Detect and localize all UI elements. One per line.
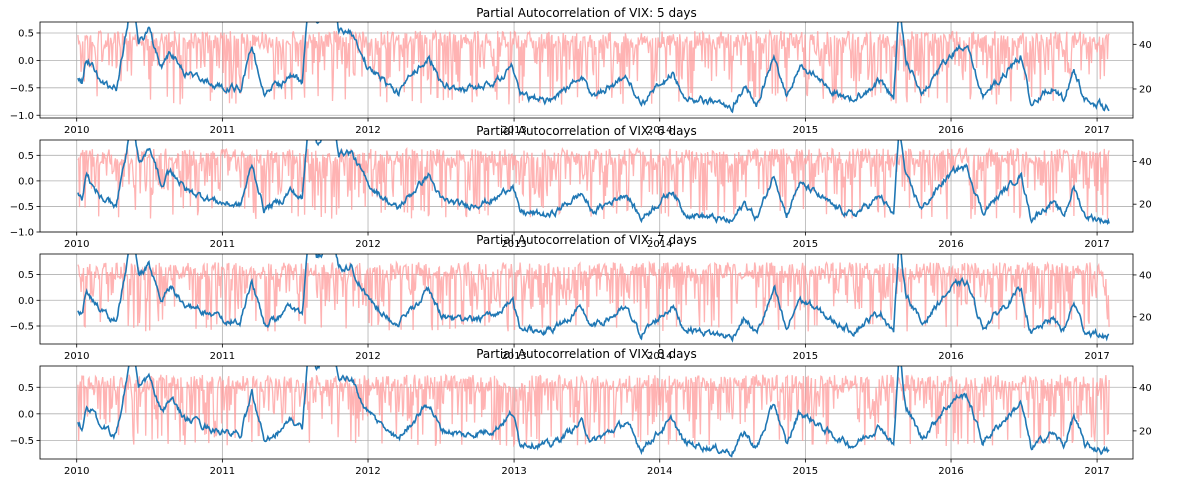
left-tick-label: −0.5 bbox=[10, 436, 34, 447]
left-tick-label: 0.5 bbox=[18, 383, 34, 394]
x-tick-label: 2010 bbox=[64, 466, 89, 477]
series-pacf-line bbox=[77, 146, 1110, 220]
series-vix-line bbox=[77, 140, 1110, 226]
x-tick-label: 2013 bbox=[501, 239, 526, 250]
x-tick-label: 2017 bbox=[1084, 466, 1109, 477]
x-tick-label: 2016 bbox=[938, 351, 963, 362]
chart-panel-1: 0.5 0.0 −0.5 −1.0 40 20 2010 2011 2012 2013 2014 20… bbox=[10, 21, 1152, 136]
left-tick-label: −0.5 bbox=[10, 322, 34, 333]
x-tick-label: 2015 bbox=[793, 351, 818, 362]
right-tick-label: 20 bbox=[1139, 312, 1152, 323]
left-tick-label: 0.0 bbox=[18, 176, 34, 187]
x-tick-label: 2012 bbox=[355, 239, 380, 250]
x-tick-label: 2013 bbox=[501, 125, 526, 136]
x-tick-label: 2014 bbox=[647, 239, 672, 250]
left-tick-label: −1.0 bbox=[10, 111, 34, 122]
x-tick-label: 2012 bbox=[355, 351, 380, 362]
x-tick-label: 2011 bbox=[210, 466, 235, 477]
series-vix-line bbox=[77, 254, 1110, 343]
x-tick-label: 2010 bbox=[64, 125, 89, 136]
right-tick-label: 40 bbox=[1139, 157, 1152, 168]
right-tick-label: 20 bbox=[1139, 426, 1152, 437]
left-tick-label: −1.0 bbox=[10, 228, 34, 239]
x-tick-label: 2013 bbox=[501, 466, 526, 477]
chart-title: Partial Autocorrelation of VIX: 8 days bbox=[476, 347, 697, 361]
right-tick-label: 20 bbox=[1139, 84, 1152, 95]
right-tick-label: 40 bbox=[1139, 270, 1152, 281]
left-tick-label: 0.5 bbox=[18, 151, 34, 162]
x-tick-label: 2012 bbox=[355, 125, 380, 136]
x-tick-label: 2015 bbox=[793, 125, 818, 136]
axes-frame bbox=[39, 21, 1134, 119]
axes-frame bbox=[39, 139, 1134, 233]
left-tick-label: 0.5 bbox=[18, 28, 34, 39]
chart-title: Partial Autocorrelation of VIX: 5 days bbox=[476, 6, 697, 20]
x-tick-label: 2015 bbox=[793, 466, 818, 477]
right-tick-label: 40 bbox=[1139, 40, 1152, 51]
left-tick-label: 0.0 bbox=[18, 296, 34, 307]
series-pacf-line bbox=[77, 260, 1110, 332]
x-tick-label: 2015 bbox=[793, 239, 818, 250]
left-tick-label: 0.0 bbox=[18, 409, 34, 420]
series-pacf-line bbox=[77, 373, 1110, 448]
x-tick-label: 2017 bbox=[1084, 125, 1109, 136]
x-tick-label: 2010 bbox=[64, 239, 89, 250]
x-tick-label: 2016 bbox=[938, 466, 963, 477]
chart-panel-3: 0.5 0.0 −0.5 40 20 2010 2011 2012 2013 2014 2015 20… bbox=[10, 253, 1152, 362]
x-tick-label: 2012 bbox=[355, 466, 380, 477]
x-tick-label: 2016 bbox=[938, 239, 963, 250]
left-tick-label: 0.5 bbox=[18, 270, 34, 281]
right-tick-label: 20 bbox=[1139, 200, 1152, 211]
x-tick-label: 2011 bbox=[210, 125, 235, 136]
x-tick-label: 2014 bbox=[647, 466, 672, 477]
x-tick-label: 2010 bbox=[64, 351, 89, 362]
series-vix-line bbox=[77, 22, 1110, 114]
chart-title: Partial Autocorrelation of VIX: 6 days bbox=[476, 124, 697, 138]
x-tick-label: 2017 bbox=[1084, 239, 1109, 250]
x-tick-label: 2016 bbox=[938, 125, 963, 136]
left-tick-label: −0.5 bbox=[10, 202, 34, 213]
axes-frame bbox=[39, 365, 1134, 460]
axes-frame bbox=[39, 253, 1134, 345]
chart-panel-4: 0.5 0.0 −0.5 40 20 2010 2011 2012 2013 2014 2015 20… bbox=[10, 365, 1152, 477]
x-tick-label: 2011 bbox=[210, 351, 235, 362]
x-tick-label: 2011 bbox=[210, 239, 235, 250]
right-tick-label: 40 bbox=[1139, 383, 1152, 394]
series-vix-line bbox=[77, 366, 1110, 458]
left-tick-label: −0.5 bbox=[10, 83, 34, 94]
x-tick-label: 2014 bbox=[647, 125, 672, 136]
chart-title: Partial Autocorrelation of VIX: 7 days bbox=[476, 233, 697, 247]
x-tick-label: 2017 bbox=[1084, 351, 1109, 362]
x-tick-label: 2014 bbox=[647, 351, 672, 362]
chart-panel-2: 0.5 0.0 −0.5 −1.0 40 20 2010 2011 2012 2013 2014 20… bbox=[10, 139, 1152, 250]
series-pacf-line bbox=[77, 29, 1110, 105]
left-tick-label: 0.0 bbox=[18, 56, 34, 67]
x-tick-label: 2013 bbox=[501, 351, 526, 362]
